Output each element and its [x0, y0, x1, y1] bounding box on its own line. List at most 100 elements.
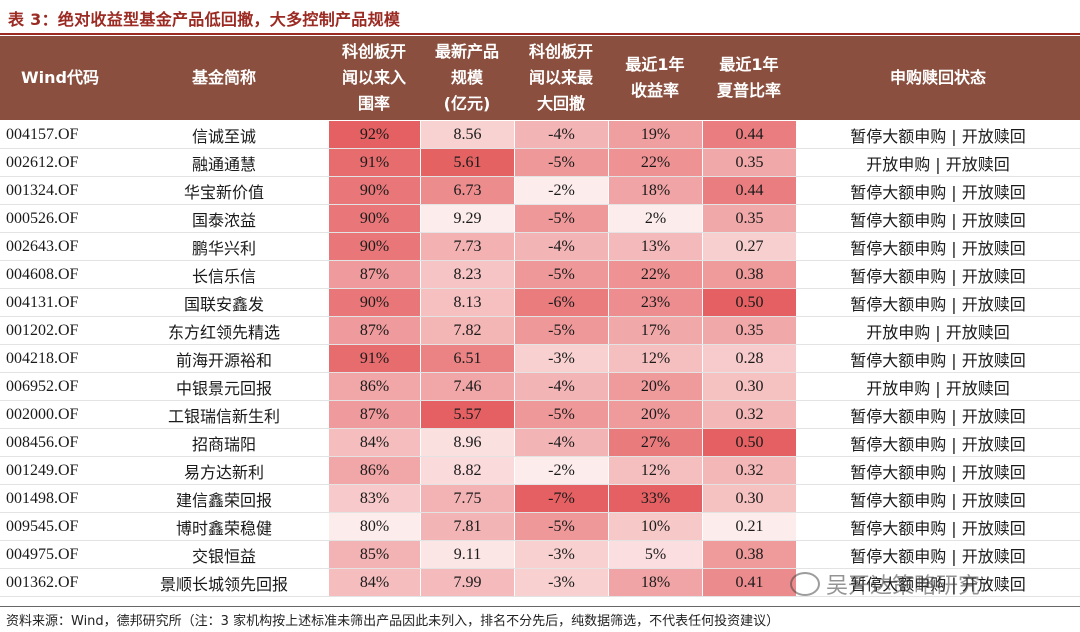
cell-name: 国泰浓益 — [191, 210, 256, 230]
cell-code: 008456.OF — [6, 433, 79, 451]
cell-sharpe: 0.35 — [702, 149, 796, 176]
header-cell-name: 基金简称 — [191, 68, 256, 87]
cell-status: 暂停大额申购 | 开放赎回 — [850, 518, 1026, 538]
table-row: 001362.OF 景顺长城领先回报 84% 7.99 -3% 18% 0.41 暂停大额申购… — [0, 569, 1080, 597]
cell-scale: 6.73 — [420, 177, 514, 204]
header-cell-code: Wind代码 — [21, 68, 99, 87]
cell-status: 暂停大额申购 | 开放赎回 — [850, 126, 1026, 146]
cell-rate: 85% — [328, 541, 420, 568]
cell-name: 招商瑞阳 — [191, 434, 256, 454]
cell-rate: 92% — [328, 121, 420, 148]
cell-status: 开放申购 | 开放赎回 — [866, 378, 1010, 398]
cell-rate: 90% — [328, 233, 420, 260]
cell-sharpe: 0.35 — [702, 205, 796, 232]
cell-status: 暂停大额申购 | 开放赎回 — [850, 490, 1026, 510]
cell-sharpe: 0.35 — [702, 317, 796, 344]
table-row: 000526.OF 国泰浓益 90% 9.29 -5% 2% 0.35 暂停大额申购 | 开放… — [0, 205, 1080, 233]
cell-sharpe: 0.28 — [702, 345, 796, 372]
cell-rate: 90% — [328, 205, 420, 232]
table-row: 002000.OF 工银瑞信新生利 87% 5.57 -5% 20% 0.32 暂停大额申购 … — [0, 401, 1080, 429]
cell-ret: 20% — [608, 401, 702, 428]
cell-ret: 12% — [608, 345, 702, 372]
cell-name: 易方达新利 — [183, 462, 264, 482]
cell-rate: 87% — [328, 317, 420, 344]
cell-dd: -4% — [514, 121, 608, 148]
cell-dd: -6% — [514, 289, 608, 316]
table-row: 004975.OF 交银恒益 85% 9.11 -3% 5% 0.38 暂停大额申购 | 开放… — [0, 541, 1080, 569]
cell-dd: -2% — [514, 177, 608, 204]
cell-scale: 7.75 — [420, 485, 514, 512]
cell-ret: 10% — [608, 513, 702, 540]
cell-code: 004131.OF — [6, 293, 79, 311]
cell-name: 国联安鑫发 — [183, 294, 264, 314]
cell-sharpe: 0.32 — [702, 401, 796, 428]
cell-dd: -5% — [514, 317, 608, 344]
cell-name: 信诚至诚 — [191, 126, 256, 146]
cell-scale: 8.23 — [420, 261, 514, 288]
cell-dd: -3% — [514, 345, 608, 372]
wechat-logo-icon — [790, 572, 820, 596]
cell-name: 东方红领先精选 — [167, 322, 280, 342]
bottom-rule — [0, 606, 1080, 607]
cell-scale: 7.81 — [420, 513, 514, 540]
header-cell-status: 申购赎回状态 — [889, 68, 986, 87]
cell-rate: 84% — [328, 429, 420, 456]
header-cell-rate: 科创板开 闻以来入 围率 — [341, 42, 406, 113]
cell-status: 暂停大额申购 | 开放赎回 — [850, 434, 1026, 454]
cell-ret: 13% — [608, 233, 702, 260]
watermark-text: 吴开达策略研究 — [826, 574, 981, 599]
table-body: 004157.OF 信诚至诚 92% 8.56 -4% 19% 0.44 暂停大额申购 | 开… — [0, 121, 1080, 597]
cell-sharpe: 0.30 — [702, 373, 796, 400]
cell-ret: 18% — [608, 569, 702, 596]
table-row: 006952.OF 中银景元回报 86% 7.46 -4% 20% 0.30 开放申购 | 开… — [0, 373, 1080, 401]
cell-dd: -5% — [514, 205, 608, 232]
cell-name: 中银景元回报 — [175, 378, 272, 398]
table-row: 009545.OF 博时鑫荣稳健 80% 7.81 -5% 10% 0.21 暂停大额申购 |… — [0, 513, 1080, 541]
cell-rate: 90% — [328, 289, 420, 316]
cell-status: 暂停大额申购 | 开放赎回 — [850, 406, 1026, 426]
cell-scale: 8.96 — [420, 429, 514, 456]
cell-ret: 19% — [608, 121, 702, 148]
cell-status: 暂停大额申购 | 开放赎回 — [850, 266, 1026, 286]
cell-code: 001249.OF — [6, 461, 79, 479]
header-cell-dd: 科创板开 闻以来最 大回撤 — [528, 42, 593, 113]
cell-sharpe: 0.32 — [702, 457, 796, 484]
cell-scale: 8.82 — [420, 457, 514, 484]
cell-ret: 23% — [608, 289, 702, 316]
cell-code: 001498.OF — [6, 489, 79, 507]
cell-rate: 87% — [328, 401, 420, 428]
cell-status: 暂停大额申购 | 开放赎回 — [850, 546, 1026, 566]
cell-sharpe: 0.44 — [702, 177, 796, 204]
cell-code: 000526.OF — [6, 209, 79, 227]
table-row: 001249.OF 易方达新利 86% 8.82 -2% 12% 0.32 暂停大额申购 | … — [0, 457, 1080, 485]
cell-ret: 2% — [608, 205, 702, 232]
table-title: 表 3：绝对收益型基金产品低回撤，大多控制产品规模 — [8, 10, 401, 29]
cell-dd: -5% — [514, 149, 608, 176]
table-row: 002643.OF 鹏华兴利 90% 7.73 -4% 13% 0.27 暂停大额申购 | 开… — [0, 233, 1080, 261]
cell-code: 004157.OF — [6, 125, 79, 143]
cell-dd: -2% — [514, 457, 608, 484]
cell-ret: 17% — [608, 317, 702, 344]
cell-code: 009545.OF — [6, 517, 79, 535]
table-row: 004157.OF 信诚至诚 92% 8.56 -4% 19% 0.44 暂停大额申购 | 开… — [0, 121, 1080, 149]
cell-name: 长信乐信 — [191, 266, 256, 286]
cell-sharpe: 0.30 — [702, 485, 796, 512]
cell-sharpe: 0.38 — [702, 541, 796, 568]
cell-sharpe: 0.44 — [702, 121, 796, 148]
table-header: Wind代码 基金简称 科创板开 闻以来入 围率 最新产品 规模 (亿元) 科创板开 闻… — [0, 36, 1080, 120]
cell-ret: 22% — [608, 261, 702, 288]
cell-name: 博时鑫荣稳健 — [175, 518, 272, 538]
cell-code: 004608.OF — [6, 265, 79, 283]
cell-ret: 12% — [608, 457, 702, 484]
table-row: 001202.OF 东方红领先精选 87% 7.82 -5% 17% 0.35 开放申购 | … — [0, 317, 1080, 345]
cell-status: 暂停大额申购 | 开放赎回 — [850, 350, 1026, 370]
cell-code: 004975.OF — [6, 545, 79, 563]
cell-scale: 9.11 — [420, 541, 514, 568]
cell-scale: 7.82 — [420, 317, 514, 344]
cell-ret: 22% — [608, 149, 702, 176]
cell-sharpe: 0.21 — [702, 513, 796, 540]
cell-dd: -7% — [514, 485, 608, 512]
cell-code: 001324.OF — [6, 181, 79, 199]
header-cell-sharpe: 最近1年 夏普比率 — [716, 55, 781, 100]
cell-status: 暂停大额申购 | 开放赎回 — [850, 294, 1026, 314]
